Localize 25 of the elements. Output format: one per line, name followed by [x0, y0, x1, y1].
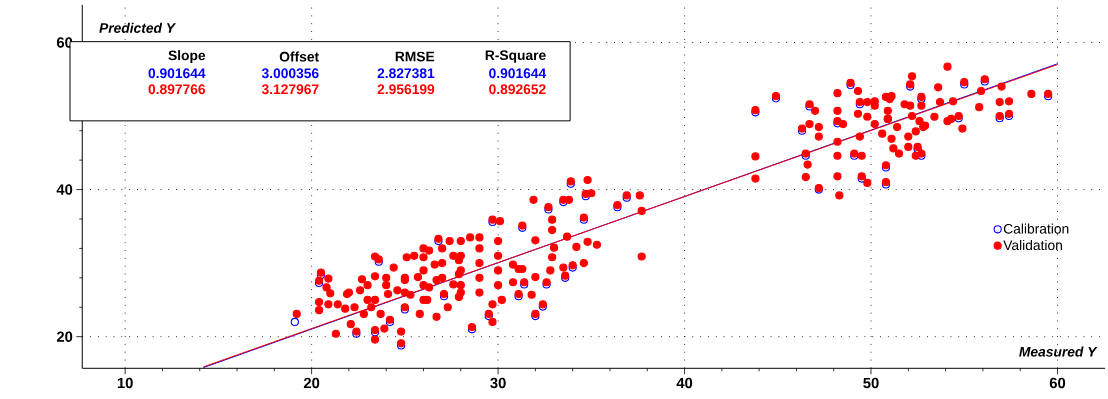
x-axis-title: Measured Y — [1019, 346, 1098, 357]
annotation: R-Square — [485, 50, 546, 63]
annotation: 3.000356 — [261, 68, 319, 79]
x-tick-label: 30 — [490, 377, 506, 389]
x-tick-label: 40 — [676, 377, 693, 389]
point — [290, 317, 299, 327]
annotation: Slope — [168, 50, 206, 63]
annotation: 2.956199 — [377, 84, 435, 95]
annotation: 0.901644 — [148, 68, 206, 79]
x-tick-label: 10 — [117, 377, 133, 389]
annotation: Offset — [279, 51, 319, 62]
y-axis-title: Predicted Y — [99, 22, 177, 33]
annotation: 3.127967 — [261, 84, 319, 95]
annotation: 0.892652 — [489, 84, 546, 95]
annotation: 2.827381 — [377, 68, 435, 79]
y-tick-label: 20 — [56, 331, 73, 342]
x-tick-label: 50 — [863, 377, 879, 389]
y-tick-label: 40 — [56, 184, 73, 195]
annotation: RMSE — [395, 51, 435, 62]
x-tick-label: 60 — [1049, 377, 1066, 389]
annotation: 0.897766 — [148, 84, 206, 95]
legend-label: Validation — [1003, 239, 1062, 251]
x-tick-label: 20 — [303, 377, 320, 389]
annotation: 0.901644 — [489, 68, 547, 79]
legend-label: Calibration — [1003, 223, 1069, 234]
